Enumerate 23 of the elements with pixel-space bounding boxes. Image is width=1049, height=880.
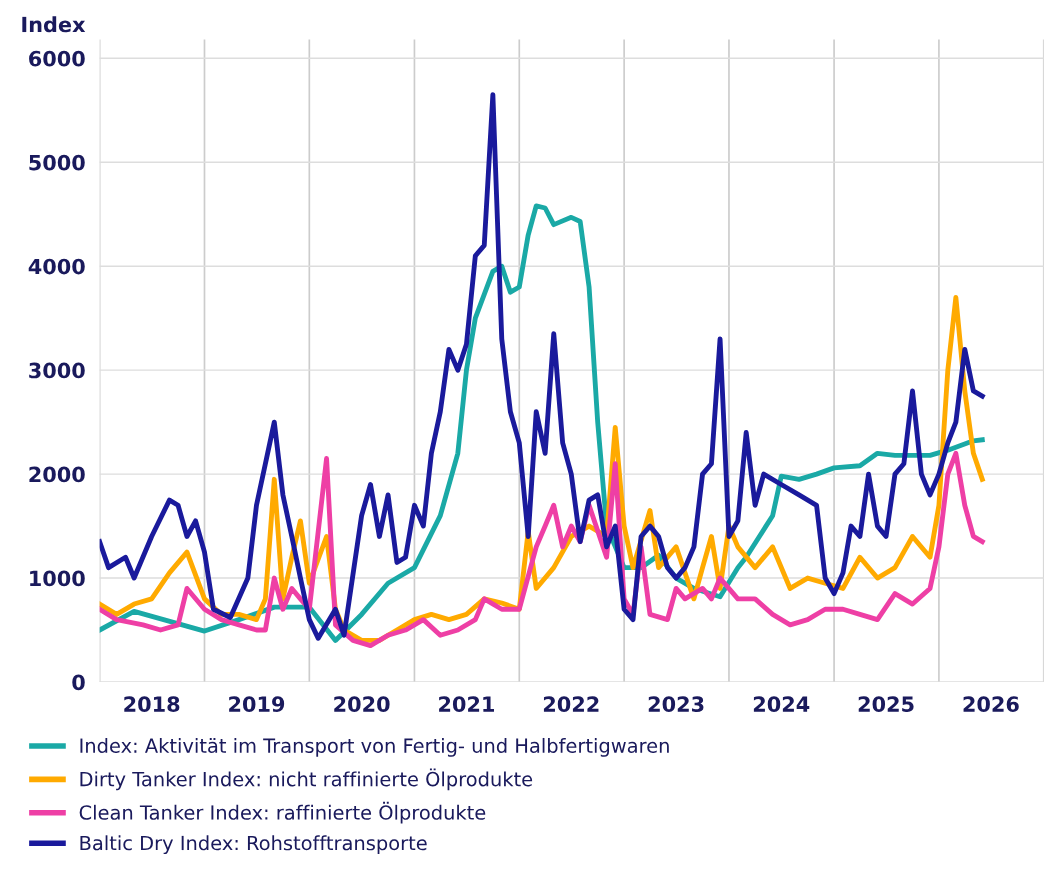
- x-tick-label: 2023: [648, 696, 704, 713]
- y-tick-label: 1000: [30, 570, 85, 587]
- line-series: [99, 450, 985, 649]
- y-tick-label: 2000: [29, 466, 85, 483]
- x-tick-label: 2024: [753, 696, 810, 713]
- legend-label: Clean Tanker Index: raffinierte Ölprodukte: [79, 801, 486, 824]
- line-series: [99, 92, 985, 641]
- x-tick-label: 2019: [229, 696, 285, 713]
- x-tick-label: 2025: [858, 696, 914, 713]
- y-tick-label: 3000: [29, 362, 85, 379]
- y-tick-label: 6000: [29, 50, 85, 67]
- y-tick-label: 0: [72, 674, 85, 691]
- y-tick-label: 5000: [29, 154, 85, 171]
- legend-label: Index: Aktivität im Transport von Fertig- und Halbfertigwaren: [80, 737, 669, 757]
- y-axis-title: Index: [22, 16, 86, 33]
- x-tick-label: 2021: [439, 696, 494, 713]
- legend-label: Dirty Tanker Index: nicht raffinierte Ölprodukte: [80, 768, 533, 791]
- x-tick-label: 2020: [334, 696, 390, 713]
- y-tick-label: 4000: [28, 258, 85, 275]
- x-tick-label: 2022: [543, 696, 599, 713]
- x-tick-label: 2026: [963, 696, 1019, 713]
- x-tick-label: 2018: [124, 696, 180, 713]
- legend-label: Baltic Dry Index: Rohstofftransporte: [80, 835, 427, 855]
